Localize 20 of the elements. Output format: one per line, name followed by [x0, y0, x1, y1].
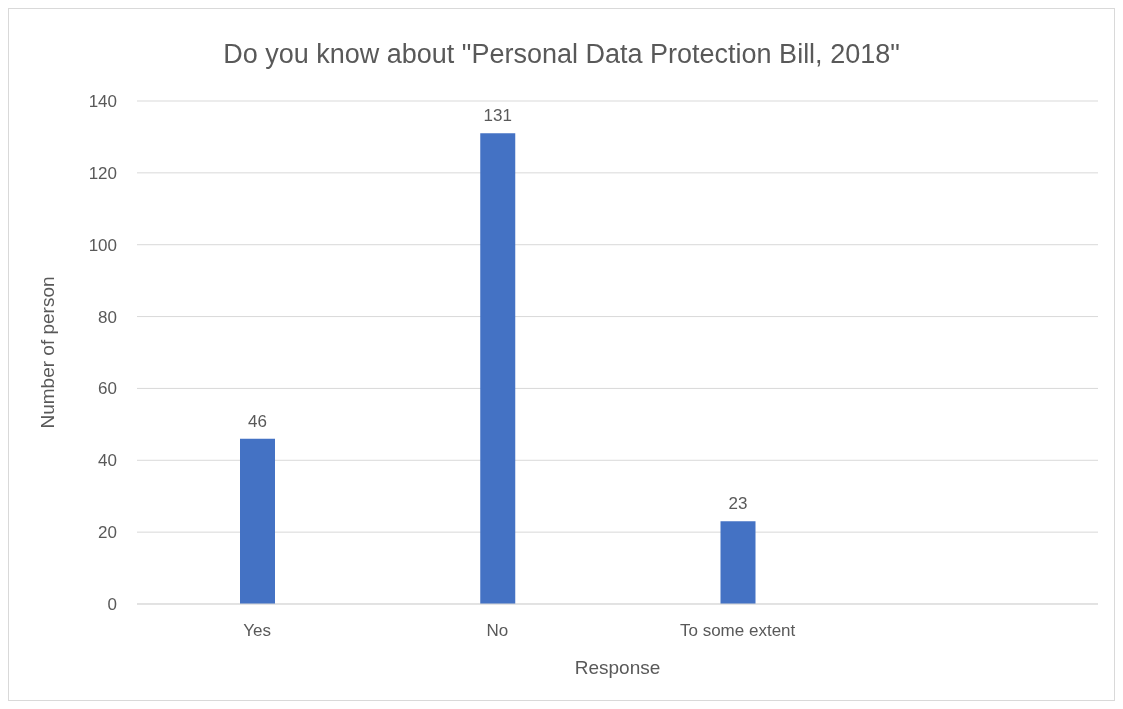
bar: [240, 438, 275, 604]
data-label: 23: [728, 494, 748, 514]
x-tick-label: No: [486, 621, 509, 641]
y-tick-label: 140: [88, 92, 117, 112]
data-label: 46: [248, 411, 267, 431]
x-axis-title: Response: [574, 657, 661, 678]
x-tick-label: Yes: [243, 621, 271, 641]
y-tick-label: 40: [98, 451, 117, 471]
y-tick-label: 20: [98, 523, 117, 543]
bar: [480, 133, 516, 604]
y-tick-label: 80: [98, 307, 117, 327]
y-tick-label: 100: [88, 235, 117, 255]
data-label: 131: [483, 106, 512, 126]
y-axis-title: Number of person: [36, 276, 58, 429]
y-tick-label: 60: [98, 379, 117, 399]
chart-title: Do you know about "Personal Data Protection Bill, 2018": [222, 39, 901, 70]
bar: [720, 521, 756, 604]
y-tick-label: 120: [88, 163, 117, 183]
y-tick-label: 0: [107, 595, 117, 615]
x-tick-label: To some extent: [679, 621, 796, 641]
